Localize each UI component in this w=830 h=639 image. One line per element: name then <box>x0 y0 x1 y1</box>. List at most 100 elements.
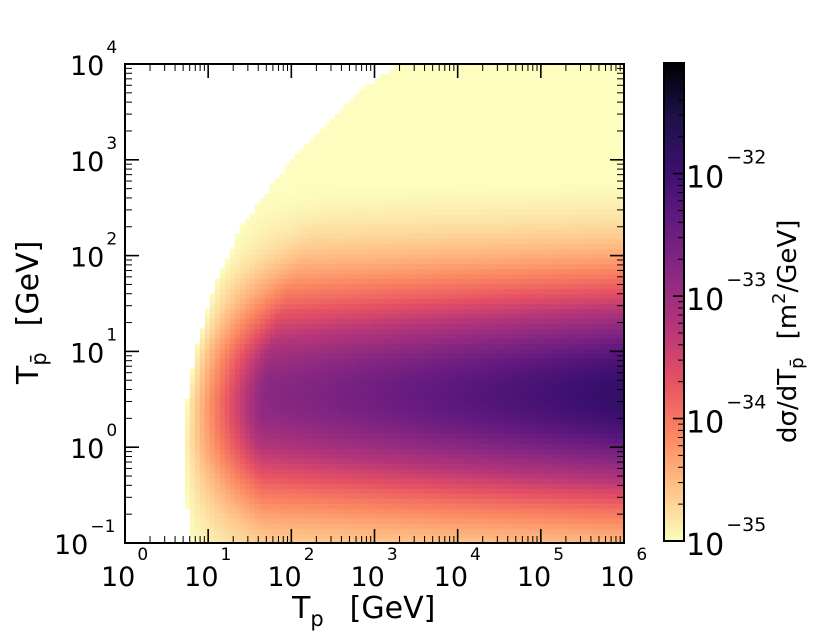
heatmap-cell <box>259 368 266 374</box>
heatmap-cell <box>494 503 500 509</box>
heatmap-cell <box>289 503 296 509</box>
heatmap-cell <box>389 413 396 419</box>
heatmap-cell <box>464 318 470 325</box>
heatmap-cell <box>309 528 316 534</box>
heatmap-cell <box>534 323 540 330</box>
heatmap-cell <box>479 508 485 514</box>
heatmap-cell <box>549 513 555 519</box>
heatmap-cell <box>474 298 480 305</box>
heatmap-cell <box>314 458 321 464</box>
heatmap-cell <box>274 268 281 275</box>
heatmap-cell <box>239 363 246 369</box>
heatmap-cell <box>479 418 485 424</box>
heatmap-cell <box>414 538 421 543</box>
heatmap-cell <box>414 458 421 464</box>
heatmap-cell <box>254 453 261 459</box>
heatmap-cell <box>499 408 505 414</box>
heatmap-cell <box>389 443 396 449</box>
heatmap-cell <box>369 303 376 310</box>
heatmap-cell <box>479 448 485 454</box>
heatmap-cell <box>439 388 445 394</box>
heatmap-cell <box>579 363 585 369</box>
heatmap-cell <box>554 448 560 454</box>
heatmap-cell <box>479 388 485 394</box>
heatmap-cell <box>244 433 251 439</box>
heatmap-cell <box>204 328 211 335</box>
heatmap-cell <box>414 298 421 305</box>
heatmap-cell <box>614 293 620 300</box>
heatmap-cell <box>409 363 416 369</box>
heatmap-cell <box>224 383 231 389</box>
heatmap-cell <box>314 533 321 539</box>
heatmap-cell <box>314 388 321 394</box>
heatmap-cell <box>579 288 585 295</box>
heatmap-cell <box>374 318 381 325</box>
heatmap-cell <box>374 408 381 414</box>
heatmap-cell <box>534 478 540 484</box>
heatmap-cell <box>374 423 381 429</box>
heatmap-cell <box>559 313 565 320</box>
heatmap-cell <box>349 463 356 469</box>
heatmap-cell <box>229 348 236 354</box>
heatmap-cell <box>259 393 266 399</box>
heatmap-cell <box>249 313 256 320</box>
heatmap-cell <box>544 278 550 285</box>
heatmap-cell <box>194 428 201 434</box>
heatmap-cell <box>509 328 515 335</box>
heatmap-cell <box>604 283 610 290</box>
heatmap-cell <box>534 318 540 325</box>
heatmap-cell <box>609 268 615 275</box>
heatmap-cell <box>429 468 435 474</box>
heatmap-cell <box>479 278 485 285</box>
heatmap-cell <box>409 268 416 275</box>
heatmap-cell <box>519 523 525 529</box>
heatmap-cell <box>224 338 231 345</box>
heatmap-cell <box>349 438 356 444</box>
heatmap-cell <box>264 403 271 409</box>
heatmap-cell <box>439 313 445 320</box>
heatmap-cell <box>609 408 615 414</box>
heatmap-cell <box>369 408 376 414</box>
heatmap-cell <box>264 298 271 305</box>
heatmap-cell <box>364 503 371 509</box>
heatmap-cell <box>464 463 470 469</box>
heatmap-cell <box>579 263 585 270</box>
heatmap-cell <box>474 293 480 300</box>
heatmap-cell <box>559 503 565 509</box>
heatmap-cell <box>334 258 341 265</box>
heatmap-cell <box>519 393 525 399</box>
heatmap-cell <box>399 508 406 514</box>
heatmap-cell <box>409 473 416 479</box>
heatmap-cell <box>524 473 530 479</box>
heatmap-cell <box>579 308 585 315</box>
heatmap-cell <box>409 403 416 409</box>
heatmap-cell <box>579 488 585 494</box>
heatmap-cell <box>364 528 371 534</box>
heatmap-cell <box>269 493 276 499</box>
heatmap-cell <box>584 498 590 504</box>
heatmap-cell <box>549 398 555 404</box>
heatmap-cell <box>324 308 331 315</box>
heatmap-cell <box>509 538 515 543</box>
heatmap-cell <box>354 508 361 514</box>
heatmap-cell <box>304 373 311 379</box>
heatmap-cell <box>229 318 236 325</box>
heatmap-cell <box>334 383 341 389</box>
heatmap-cell <box>219 288 226 295</box>
heatmap-cell <box>569 323 575 330</box>
heatmap-cell <box>379 358 386 364</box>
heatmap-cell <box>579 293 585 300</box>
heatmap-cell <box>484 473 490 479</box>
heatmap-cell <box>429 438 435 444</box>
heatmap-cell <box>374 263 381 270</box>
heatmap-cell <box>439 458 445 464</box>
heatmap-cell <box>344 503 351 509</box>
heatmap-cell <box>604 513 610 519</box>
heatmap-cell <box>459 473 465 479</box>
heatmap-cell <box>354 458 361 464</box>
heatmap-cell <box>329 528 336 534</box>
heatmap-cell <box>229 283 236 290</box>
heatmap-cell <box>304 463 311 469</box>
heatmap-cell <box>189 433 196 439</box>
heatmap-cell <box>329 513 336 519</box>
